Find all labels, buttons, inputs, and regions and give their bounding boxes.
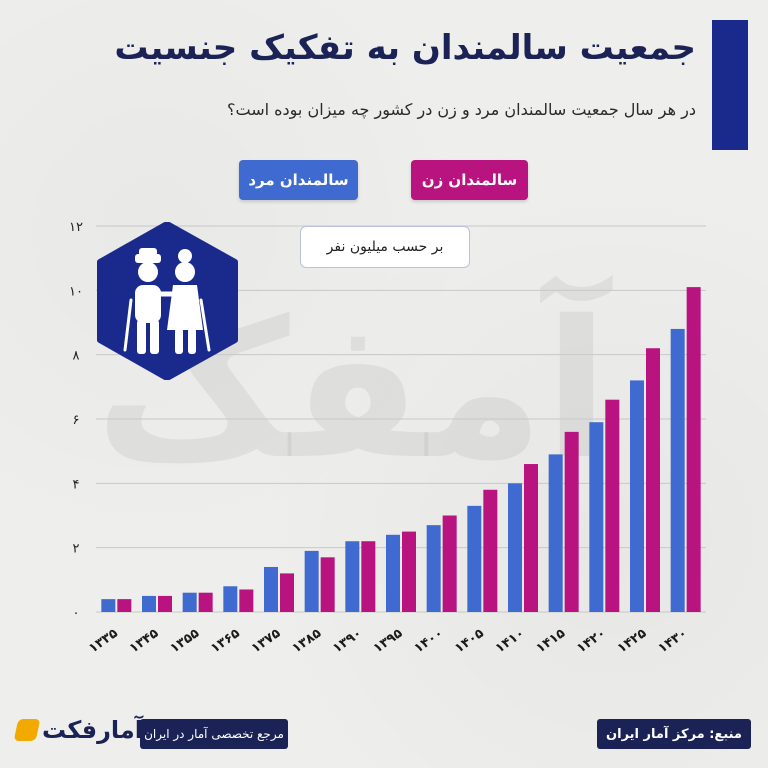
y-tick-label: ۶ (73, 413, 80, 428)
x-tick-label: ۱۳۹۵ (371, 626, 406, 657)
x-tick-label: ۱۴۰۵ (452, 626, 487, 657)
bar (548, 454, 563, 612)
x-tick-label: ۱۳۴۵ (127, 626, 162, 657)
y-tick-label: ۱۰ (69, 284, 83, 299)
bar (361, 541, 376, 612)
bar (605, 399, 620, 612)
x-tick-label: ۱۳۵۵ (168, 626, 203, 657)
bar (686, 287, 701, 612)
legend-male: سالمندان مرد (239, 160, 358, 200)
x-tick-label: ۱۴۲۰ (574, 626, 609, 656)
bar (198, 592, 213, 612)
bar (320, 557, 335, 612)
bar (508, 483, 522, 612)
bar (304, 550, 319, 612)
bar (386, 534, 400, 612)
bar (223, 586, 238, 612)
x-tick-label: ۱۴۲۵ (615, 626, 650, 657)
bar (524, 464, 538, 612)
bar (483, 489, 498, 612)
legend-female: سالمندان زن (411, 160, 528, 200)
x-tick-label: ۱۳۸۵ (290, 626, 325, 657)
bar (630, 380, 644, 612)
brand-logo-text: آمارفکت (42, 716, 143, 744)
y-tick-label: ۴ (73, 477, 80, 492)
bar (426, 525, 441, 612)
bar (345, 541, 360, 612)
y-tick-label: ۱۲ (69, 220, 83, 235)
x-tick-label: ۱۳۳۵ (86, 626, 121, 657)
brand-mark-icon (13, 719, 41, 741)
bar (158, 595, 172, 612)
bar (280, 573, 294, 612)
bar (589, 422, 604, 612)
bar (117, 599, 132, 612)
chart-title: جمعیت سالمندان به تفکیک جنسیت (114, 28, 696, 68)
bar (442, 515, 457, 612)
chart-subtitle: در هر سال جمعیت سالمندان مرد و زن در کشو… (227, 100, 696, 119)
bar (101, 599, 116, 612)
bar (564, 431, 579, 612)
bar (142, 595, 156, 612)
bar (182, 592, 197, 612)
x-tick-label: ۱۳۹۰ (330, 626, 365, 656)
x-tick-label: ۱۳۷۵ (249, 626, 284, 657)
bar (646, 348, 660, 612)
title-accent-bar (712, 20, 748, 150)
brand-logo: آمارفکت (13, 716, 143, 744)
x-tick-label: ۱۴۱۰ (493, 626, 528, 656)
y-tick-label: ۲ (73, 542, 80, 557)
unit-note: بر حسب میلیون نفر (300, 226, 470, 268)
brand-tagline: مرجع تخصصی آمار در ایران (140, 719, 288, 749)
x-tick-label: ۱۴۰۰ (412, 626, 447, 656)
x-tick-label: ۱۳۶۵ (208, 626, 243, 657)
bar (467, 505, 482, 612)
source-note: منبع: مرکز آمار ایران (597, 719, 751, 749)
y-tick-label: ۰ (73, 606, 80, 621)
bar (670, 328, 685, 612)
y-tick-label: ۸ (73, 349, 80, 364)
bar (402, 531, 416, 612)
x-tick-label: ۱۴۳۰ (656, 626, 691, 656)
x-tick-label: ۱۴۱۵ (534, 626, 569, 657)
bar (264, 566, 278, 612)
elderly-couple-icon (97, 222, 238, 380)
bar (239, 589, 254, 612)
